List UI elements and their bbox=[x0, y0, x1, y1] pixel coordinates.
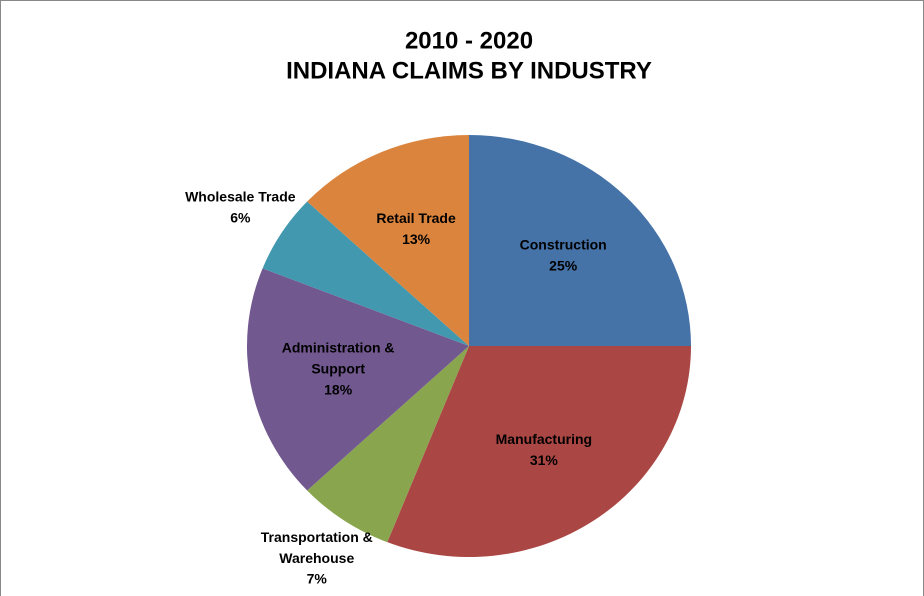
data-label: Construction 25% bbox=[520, 237, 607, 274]
category-label: Transportation & Warehouse bbox=[261, 529, 373, 566]
value-label: 18% bbox=[324, 381, 353, 397]
data-label: Wholesale Trade 6% bbox=[185, 188, 296, 225]
pie-slice bbox=[307, 346, 469, 543]
pie-slice bbox=[246, 268, 469, 491]
data-label: Administration & Support 18% bbox=[282, 339, 395, 397]
data-label: Transportation & Warehouse 7% bbox=[261, 529, 373, 587]
value-label: 13% bbox=[402, 231, 431, 247]
category-label: Construction bbox=[520, 237, 607, 253]
pie-slice bbox=[387, 346, 691, 558]
chart-title: 2010 - 2020 bbox=[405, 27, 533, 54]
value-label: 7% bbox=[307, 571, 328, 587]
category-label: Administration & Support bbox=[282, 339, 395, 376]
data-label: Manufacturing 31% bbox=[496, 431, 592, 468]
pie-slice bbox=[307, 135, 469, 346]
pie-slice bbox=[469, 135, 691, 346]
category-label: Retail Trade bbox=[376, 210, 456, 226]
category-label: Wholesale Trade bbox=[185, 188, 296, 204]
value-label: 6% bbox=[230, 209, 251, 225]
chart-subtitle: INDIANA CLAIMS BY INDUSTRY bbox=[286, 57, 652, 84]
value-label: 25% bbox=[549, 258, 578, 274]
value-label: 31% bbox=[530, 452, 559, 468]
category-label: Manufacturing bbox=[496, 431, 592, 447]
data-label: Retail Trade 13% bbox=[376, 210, 456, 247]
pie-slice bbox=[262, 201, 469, 346]
